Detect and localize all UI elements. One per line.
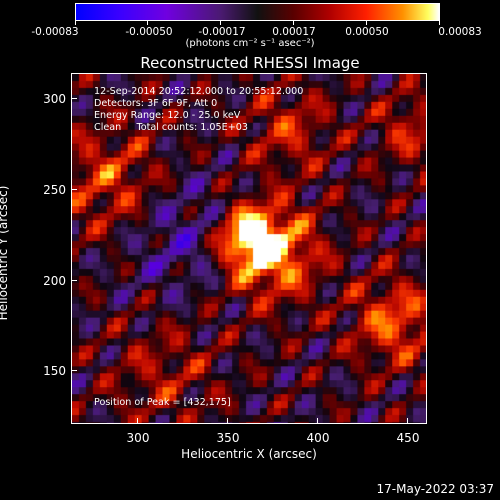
colorbar-panel: -0.00083 -0.00050 -0.00017 0.00017 0.000… [0,0,500,60]
colorbar-tick [220,20,221,25]
rhessi-image [72,74,426,423]
y-tick-label: 150 [43,364,66,378]
x-axis-label: Heliocentric X (arcsec) [181,447,317,461]
peak-position-label: Position of Peak = [432,175] [94,397,231,408]
x-tick-mark [407,418,408,424]
y-axis-label-text: Heliocentric Y (arcsec) [0,185,10,321]
datestamp: 17-May-2022 03:37 [376,482,494,496]
time-range-label: 12-Sep-2014 20:52:12.000 to 20:55:12.000 [94,86,304,97]
y-tick-mark [71,370,77,371]
y-tick-label: 200 [43,274,66,288]
image-plot: 12-Sep-2014 20:52:12.000 to 20:55:12.000… [71,73,427,424]
x-tick-label: 450 [396,431,420,445]
y-tick-mark [71,280,77,281]
colorbar-tick-label: 0.00017 [272,26,316,38]
y-tick-label: 250 [43,183,66,197]
x-tick-mark [137,418,138,424]
colorbar-tick-label: -0.00083 [31,26,79,38]
colorbar-tick-label: -0.00050 [125,26,173,38]
colorbar-tick-label: -0.00017 [198,26,246,38]
x-tick-label: 350 [216,431,240,445]
y-axis-label: Heliocentric Y (arcsec) [0,186,10,321]
x-tick-mark [317,418,318,424]
colorbar-tick [75,20,76,25]
image-title: Reconstructed RHESSI Image [140,54,360,72]
colorbar-tick [439,20,440,25]
colorbar-tick-label: 0.00050 [345,26,389,38]
colorbar [75,3,440,21]
method-counts-label: Clean Total counts: 1.05E+03 [94,122,248,133]
x-tick-mark [227,418,228,424]
y-tick-mark [71,98,77,99]
y-tick-mark [71,189,77,190]
colorbar-tick-label: 0.00083 [438,26,482,38]
x-tick-label: 300 [126,431,150,445]
colorbar-tick [147,20,148,25]
energy-range-label: Energy Range: 12.0 - 25.0 keV [94,110,241,121]
y-tick-label: 300 [43,92,66,106]
colorbar-tick [293,20,294,25]
colorbar-tick [366,20,367,25]
colorbar-units: (photons cm⁻² s⁻¹ asec⁻²) [185,38,315,49]
detectors-label: Detectors: 3F 6F 9F, Att 0 [94,98,218,109]
x-tick-label: 400 [306,431,330,445]
